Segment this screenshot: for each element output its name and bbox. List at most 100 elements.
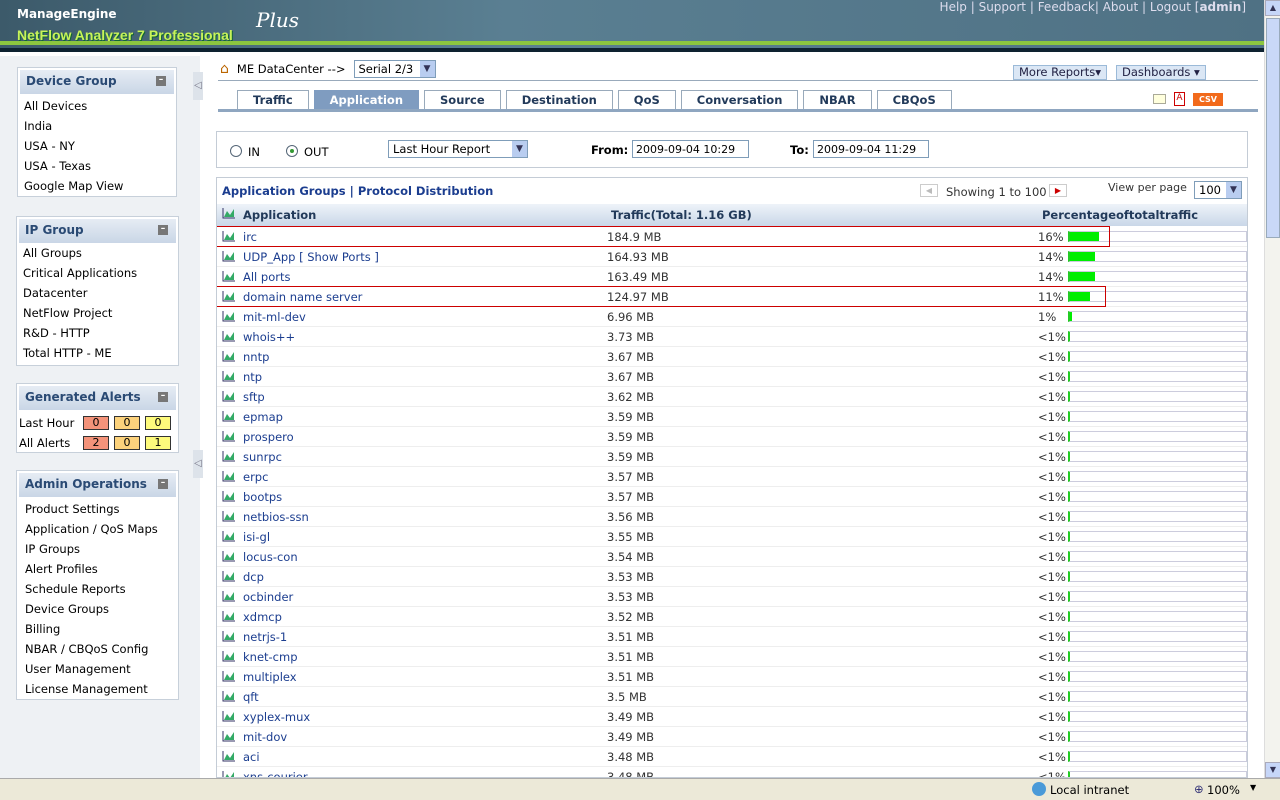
csv-button[interactable]: CSV	[1193, 93, 1223, 106]
next-page-icon[interactable]: ▶	[1049, 184, 1067, 197]
chart-icon[interactable]	[222, 310, 236, 322]
vertical-scrollbar[interactable]: ▲ ▼	[1264, 0, 1280, 778]
chart-icon[interactable]	[222, 350, 236, 362]
chart-icon[interactable]	[222, 610, 236, 622]
chart-icon[interactable]	[222, 370, 236, 382]
prev-page-icon[interactable]: ◀	[920, 184, 938, 197]
sidebar-item[interactable]: Alert Profiles	[25, 562, 98, 576]
interface-select[interactable]: Serial 2/3 ▼	[353, 60, 436, 78]
application-link[interactable]: ntp	[243, 370, 263, 384]
protocol-distribution-link[interactable]: Protocol Distribution	[357, 184, 494, 198]
scroll-thumb[interactable]	[1266, 18, 1280, 238]
support-link[interactable]: Support	[978, 0, 1027, 14]
sidebar-item[interactable]: Application / QoS Maps	[25, 522, 158, 536]
warning-alert-count[interactable]: 0	[145, 416, 171, 430]
application-groups-link[interactable]: Application Groups	[222, 184, 346, 198]
chart-icon[interactable]	[222, 430, 236, 442]
in-radio[interactable]	[230, 145, 242, 157]
sidebar-item[interactable]: All Groups	[23, 246, 82, 260]
application-link[interactable]: isi-gl	[243, 530, 271, 544]
sidebar-item[interactable]: Schedule Reports	[25, 582, 126, 596]
application-link[interactable]: xdmcp	[243, 610, 282, 624]
from-date-input[interactable]: 2009-09-04 10:29	[632, 140, 749, 158]
major-alert-count[interactable]: 0	[114, 436, 140, 450]
application-link[interactable]: ocbinder	[243, 590, 294, 604]
tab-application[interactable]: Application	[313, 90, 420, 110]
application-link[interactable]: irc	[243, 230, 257, 244]
critical-alert-count[interactable]: 0	[83, 416, 109, 430]
sidebar-item[interactable]: IP Groups	[25, 542, 80, 556]
tab-nbar[interactable]: NBAR	[803, 90, 872, 110]
chart-icon[interactable]	[222, 510, 236, 522]
application-link[interactable]: multiplex	[243, 670, 297, 684]
chart-icon[interactable]	[222, 630, 236, 642]
chart-icon[interactable]	[222, 730, 236, 742]
feedback-link[interactable]: Feedback	[1037, 0, 1095, 14]
application-link[interactable]: bootps	[243, 490, 283, 504]
major-alert-count[interactable]: 0	[114, 416, 140, 430]
minimize-icon[interactable]: –	[156, 76, 166, 86]
sidebar-item[interactable]: Device Groups	[25, 602, 109, 616]
chart-icon[interactable]	[222, 490, 236, 502]
application-link[interactable]: dcp	[243, 570, 264, 584]
chart-icon[interactable]	[222, 530, 236, 542]
pdf-icon[interactable]: A	[1174, 92, 1185, 106]
sidebar-item[interactable]: License Management	[25, 682, 148, 696]
to-date-input[interactable]: 2009-09-04 11:29	[813, 140, 929, 158]
application-link[interactable]: aci	[243, 750, 260, 764]
application-link[interactable]: knet-cmp	[243, 650, 298, 664]
sidebar-item[interactable]: USA - NY	[24, 139, 75, 153]
sidebar-item[interactable]: Datacenter	[23, 286, 88, 300]
chart-icon[interactable]	[222, 750, 236, 762]
application-link[interactable]: netbios-ssn	[243, 510, 309, 524]
chart-icon[interactable]	[222, 690, 236, 702]
application-link[interactable]: xns-courier	[243, 770, 308, 778]
application-link[interactable]: mit-dov	[243, 730, 288, 744]
sidebar-item[interactable]: User Management	[25, 662, 131, 676]
help-link[interactable]: Help	[939, 0, 967, 14]
sidebar-item[interactable]: India	[24, 119, 53, 133]
chart-icon[interactable]	[222, 670, 236, 682]
traffic-column-header[interactable]: Traffic(Total: 1.16 GB)	[611, 208, 752, 222]
scroll-up-icon[interactable]: ▲	[1265, 0, 1280, 16]
application-link[interactable]: xyplex-mux	[243, 710, 311, 724]
application-link[interactable]: locus-con	[243, 550, 298, 564]
zoom-dropdown-icon[interactable]: ▼	[1250, 783, 1257, 792]
critical-alert-count[interactable]: 2	[83, 436, 109, 450]
sidebar-item[interactable]: Total HTTP - ME	[23, 346, 112, 360]
more-reports-button[interactable]: More Reports▾	[1013, 65, 1108, 80]
sidebar-item[interactable]: NetFlow Project	[23, 306, 113, 320]
application-link[interactable]: prospero	[243, 430, 294, 444]
warning-alert-count[interactable]: 1	[145, 436, 171, 450]
scroll-down-icon[interactable]: ▼	[1265, 762, 1280, 778]
tab-conversation[interactable]: Conversation	[680, 90, 799, 110]
zoom-level[interactable]: 100%	[1207, 783, 1240, 797]
application-link[interactable]: erpc	[243, 470, 269, 484]
tab-traffic[interactable]: Traffic	[237, 90, 309, 110]
zoom-icon[interactable]: ⊕	[1194, 782, 1204, 796]
application-link[interactable]: domain name server	[243, 290, 363, 304]
minimize-icon[interactable]: –	[158, 479, 168, 489]
chart-icon[interactable]	[222, 770, 236, 778]
chart-icon[interactable]	[222, 650, 236, 662]
sidebar-item[interactable]: Critical Applications	[23, 266, 138, 280]
chart-icon[interactable]	[222, 270, 236, 282]
out-radio[interactable]	[286, 145, 298, 157]
email-icon[interactable]	[1153, 94, 1166, 104]
chart-icon[interactable]	[222, 290, 236, 302]
dashboards-button[interactable]: Dashboards ▾	[1116, 65, 1206, 80]
chart-icon[interactable]	[222, 470, 236, 482]
application-column-header[interactable]: Application	[243, 208, 317, 222]
chart-icon[interactable]	[222, 570, 236, 582]
sidebar-item[interactable]: Product Settings	[25, 502, 120, 516]
application-link[interactable]: epmap	[243, 410, 283, 424]
application-link[interactable]: UDP_App [ Show Ports ]	[243, 250, 379, 264]
sidebar-item[interactable]: USA - Texas	[24, 159, 92, 173]
sidebar-item[interactable]: R&D - HTTP	[23, 326, 90, 340]
chart-icon[interactable]	[222, 250, 236, 262]
minimize-icon[interactable]: –	[158, 225, 168, 235]
tab-qos[interactable]: QoS	[617, 90, 676, 110]
chart-icon[interactable]	[222, 550, 236, 562]
chart-icon[interactable]	[222, 710, 236, 722]
logout-link[interactable]: Logout	[1149, 0, 1191, 14]
